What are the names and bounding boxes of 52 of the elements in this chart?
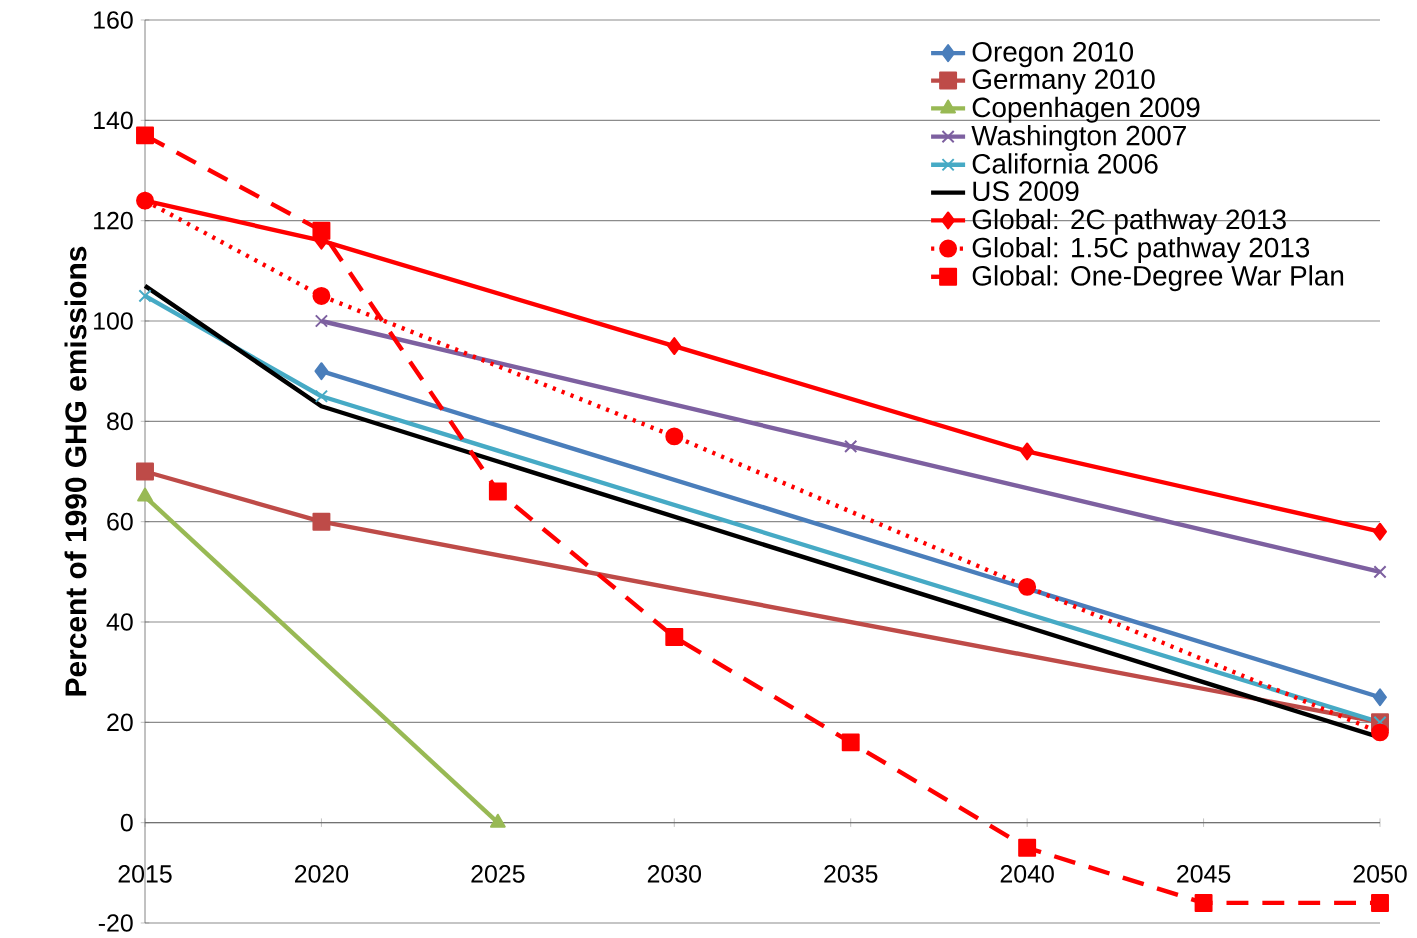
point	[1373, 522, 1387, 541]
legend-label: Copenhagen 2009	[972, 96, 1200, 123]
legend-label: US 2009	[973, 181, 1079, 201]
y-tick-label: 0	[120, 813, 133, 832]
y-tick-label: 160	[94, 10, 133, 29]
point	[314, 314, 329, 328]
point	[1194, 893, 1213, 912]
point	[844, 439, 858, 453]
point	[136, 126, 154, 145]
y-tick-label: 40	[106, 612, 133, 631]
point	[667, 336, 682, 355]
x-tick-label: 2020	[294, 864, 349, 883]
point	[1371, 723, 1389, 742]
legend-label: Global: One-Degree War Plan	[972, 264, 1344, 291]
legend-label: Oregon 2010	[972, 41, 1133, 67]
point	[312, 221, 331, 240]
point	[488, 482, 507, 501]
point	[312, 512, 331, 531]
point	[138, 289, 152, 303]
legend-label: California 2006	[972, 152, 1158, 174]
y-tick-label: 120	[94, 211, 133, 230]
point	[314, 361, 329, 380]
x-tick-label: 2040	[1000, 864, 1054, 883]
x-tick-label: 2030	[647, 864, 702, 883]
point	[665, 627, 684, 646]
legend-label: Global: 1.5C pathway 2013	[972, 236, 1310, 263]
legend-label: Global: 2C pathway 2013	[972, 208, 1286, 235]
point	[1018, 577, 1037, 596]
y-tick-label: 80	[107, 412, 133, 430]
x-tick-label: 2015	[118, 864, 172, 883]
point	[1018, 838, 1037, 857]
point	[314, 389, 329, 403]
y-axis-title: Percent of 1990 GHG emissions	[64, 246, 87, 696]
x-tick-label: 2035	[824, 864, 878, 883]
x-tick-label: 2050	[1353, 864, 1407, 883]
y-tick-label: 140	[94, 111, 133, 129]
y-tick-label: 100	[94, 311, 133, 330]
point	[841, 733, 860, 752]
y-tick-label: 60	[107, 512, 133, 531]
y-tick-label: -20	[98, 913, 133, 932]
legend-label: Germany 2010	[972, 69, 1155, 95]
point	[1373, 688, 1387, 706]
point	[665, 427, 684, 446]
x-tick-label: 2045	[1177, 864, 1231, 883]
y-tick-label: 20	[107, 713, 133, 731]
x-tick-label: 2025	[471, 864, 525, 883]
point	[312, 286, 331, 305]
point	[1020, 442, 1035, 461]
point	[1371, 893, 1389, 912]
point	[1373, 564, 1387, 579]
legend-label: Washington 2007	[971, 124, 1186, 151]
point	[136, 462, 154, 481]
